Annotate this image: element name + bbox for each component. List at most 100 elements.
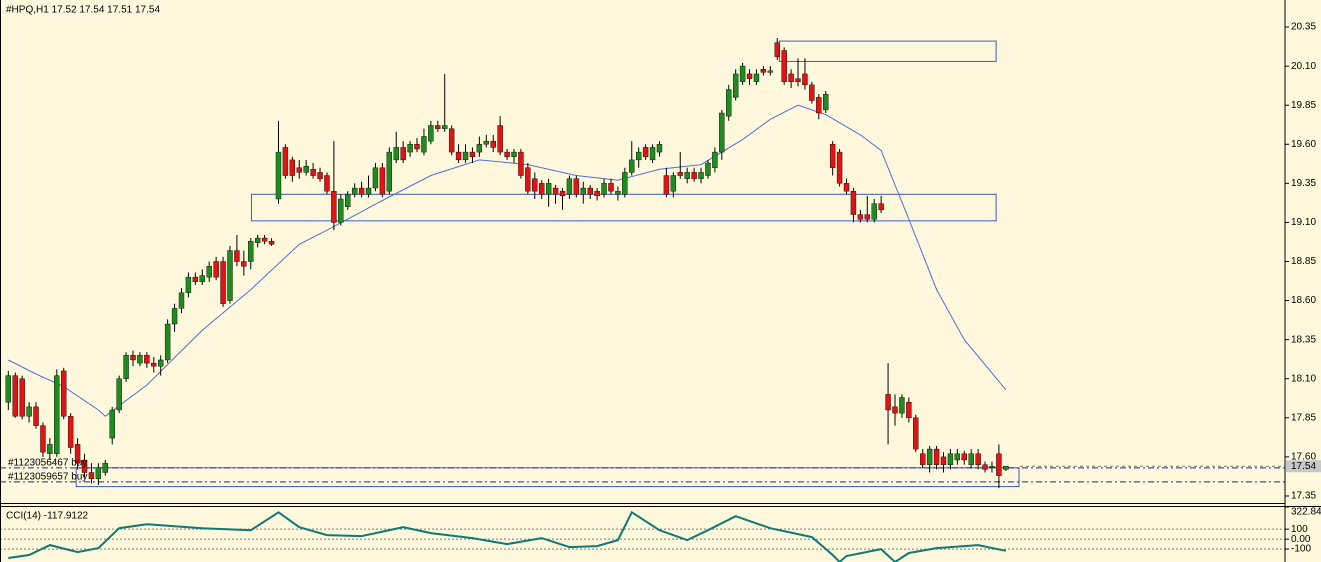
y-tick-label: 20.10 <box>1291 61 1316 72</box>
candle-body <box>670 175 677 192</box>
candle-body <box>906 401 912 419</box>
candle-body <box>892 406 898 414</box>
candle-body <box>185 276 192 293</box>
candle-body <box>899 397 905 414</box>
candle-body <box>379 167 386 195</box>
candle-body <box>317 172 323 179</box>
candle-body <box>421 136 427 153</box>
main-panel <box>0 37 1285 489</box>
candle-body <box>386 151 393 192</box>
candle-body <box>469 151 476 157</box>
candle-body <box>954 453 961 461</box>
candle-body <box>414 144 420 150</box>
candle-body <box>442 125 448 129</box>
candle-body <box>920 453 926 465</box>
candle-body <box>698 172 704 179</box>
candle-body <box>448 128 455 153</box>
candle-body <box>130 355 136 361</box>
candle-body <box>144 355 150 364</box>
candle-body <box>760 69 767 73</box>
candle-body <box>282 147 289 176</box>
chart-title: #HPQ,H1 17.52 17.54 17.51 17.54 <box>6 5 160 16</box>
candle-body <box>587 187 593 195</box>
candle-body <box>400 147 406 161</box>
candle-body <box>622 172 628 195</box>
y-tick-label: 18.35 <box>1291 334 1316 345</box>
candle-body <box>351 187 358 195</box>
candle-body <box>566 178 573 195</box>
candle-body <box>615 190 621 195</box>
candle-body <box>649 147 656 161</box>
y-tick-label: 19.60 <box>1291 139 1316 150</box>
candle-body <box>102 462 108 473</box>
candle-body <box>795 78 801 82</box>
y-tick-label: 17.85 <box>1291 412 1316 423</box>
y-tick-label: 19.35 <box>1291 178 1316 189</box>
candle-body <box>372 167 379 189</box>
candle-body <box>559 190 566 197</box>
candle-body <box>310 169 316 176</box>
candle-body <box>926 448 933 465</box>
candle-body <box>54 375 60 454</box>
candle-body <box>975 453 981 465</box>
candle-body <box>151 362 157 367</box>
candle-body <box>532 178 538 192</box>
candle-body <box>88 472 95 479</box>
candle-body <box>33 406 39 426</box>
candle-body <box>254 237 261 243</box>
candle-body <box>545 183 552 195</box>
candle-body <box>234 250 240 262</box>
candle-body <box>705 162 711 176</box>
candle-body <box>767 70 774 73</box>
order-label: #1123059657 buy <box>8 472 87 483</box>
candle-body <box>358 187 365 195</box>
candle-body <box>331 190 337 223</box>
candle-body <box>26 406 32 417</box>
candle-body <box>483 140 489 145</box>
candle-body <box>428 125 434 142</box>
candle-body <box>940 456 947 465</box>
cci-tick-label: 0.00 <box>1291 534 1311 545</box>
candle-body <box>629 159 635 173</box>
candle-body <box>109 409 115 439</box>
y-tick-label: 20.35 <box>1291 22 1316 33</box>
y-tick-label: 19.10 <box>1291 217 1316 228</box>
candle-body <box>81 459 88 473</box>
candle-body <box>968 453 974 465</box>
candle-body <box>850 190 857 215</box>
candle-body <box>303 165 309 173</box>
last-price-box <box>1286 460 1321 473</box>
y-tick-label: 18.10 <box>1291 373 1316 384</box>
cci-label: CCI(14) -117.9122 <box>6 511 89 522</box>
candle-body <box>407 144 413 153</box>
candle-body <box>726 89 732 117</box>
y-tick-label: 17.60 <box>1291 452 1316 463</box>
candle-body <box>275 151 282 200</box>
candle-body <box>178 292 185 309</box>
candle-body <box>739 65 746 82</box>
candle-body <box>164 323 171 361</box>
candle-body <box>635 151 642 161</box>
candle-body <box>324 175 330 192</box>
cci-tick-label: 322.842 <box>1291 507 1321 518</box>
candle-body <box>74 444 81 464</box>
candle-body <box>504 151 510 157</box>
candle-body <box>116 378 122 411</box>
candle-body <box>525 167 531 192</box>
candle-body <box>809 84 815 101</box>
candle-body <box>47 444 53 454</box>
candle-body <box>227 250 233 301</box>
candle-body <box>171 308 178 325</box>
candle-body <box>864 214 870 220</box>
candle-body <box>40 425 46 453</box>
candle-body <box>691 172 697 179</box>
candle-body <box>192 276 199 283</box>
candle-body <box>677 172 683 176</box>
candle-body <box>788 73 794 82</box>
candle-body <box>476 144 483 153</box>
candle-body <box>61 370 67 417</box>
candle-body <box>663 175 670 195</box>
moving-average <box>8 104 1007 417</box>
